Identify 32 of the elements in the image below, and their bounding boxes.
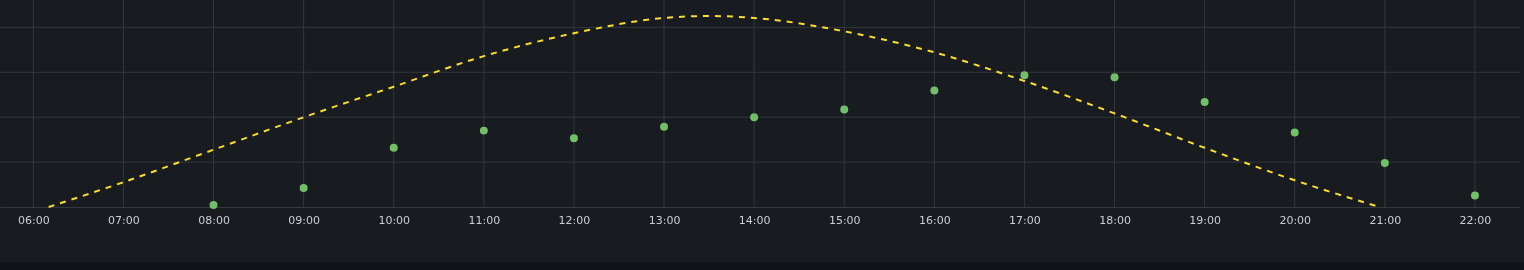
point [930,86,939,95]
point [660,122,669,131]
x-tick-label: 06:00 [17,213,50,227]
x-tick-label: 21:00 [1369,213,1402,227]
x-tick-label: 20:00 [1279,213,1312,227]
point [479,126,488,135]
point [1380,159,1389,168]
point [299,183,308,192]
point [569,134,578,143]
point [1470,191,1479,200]
point [1020,71,1029,80]
point [1200,97,1209,106]
x-tick-label: 08:00 [198,213,230,227]
point [750,113,759,122]
point [1290,128,1299,137]
x-tick-label: 14:00 [738,213,771,227]
point [1110,73,1119,82]
x-tick-label: 19:00 [1189,213,1221,227]
x-tick-label: 11:00 [468,213,501,227]
point [840,105,849,114]
point [209,201,218,210]
x-tick-label: 16:00 [918,213,951,227]
x-tick-label: 22:00 [1459,213,1492,227]
x-tick-label: 12:00 [558,213,591,227]
x-tick-label: 17:00 [1009,213,1041,227]
x-tick-label: 10:00 [378,213,411,227]
x-tick-label: 09:00 [288,213,320,227]
x-tick-label: 18:00 [1099,213,1131,227]
x-tick-label: 15:00 [828,213,861,227]
point [389,143,398,152]
x-tick-label: 07:00 [108,213,140,227]
x-tick-label: 13:00 [648,213,681,227]
